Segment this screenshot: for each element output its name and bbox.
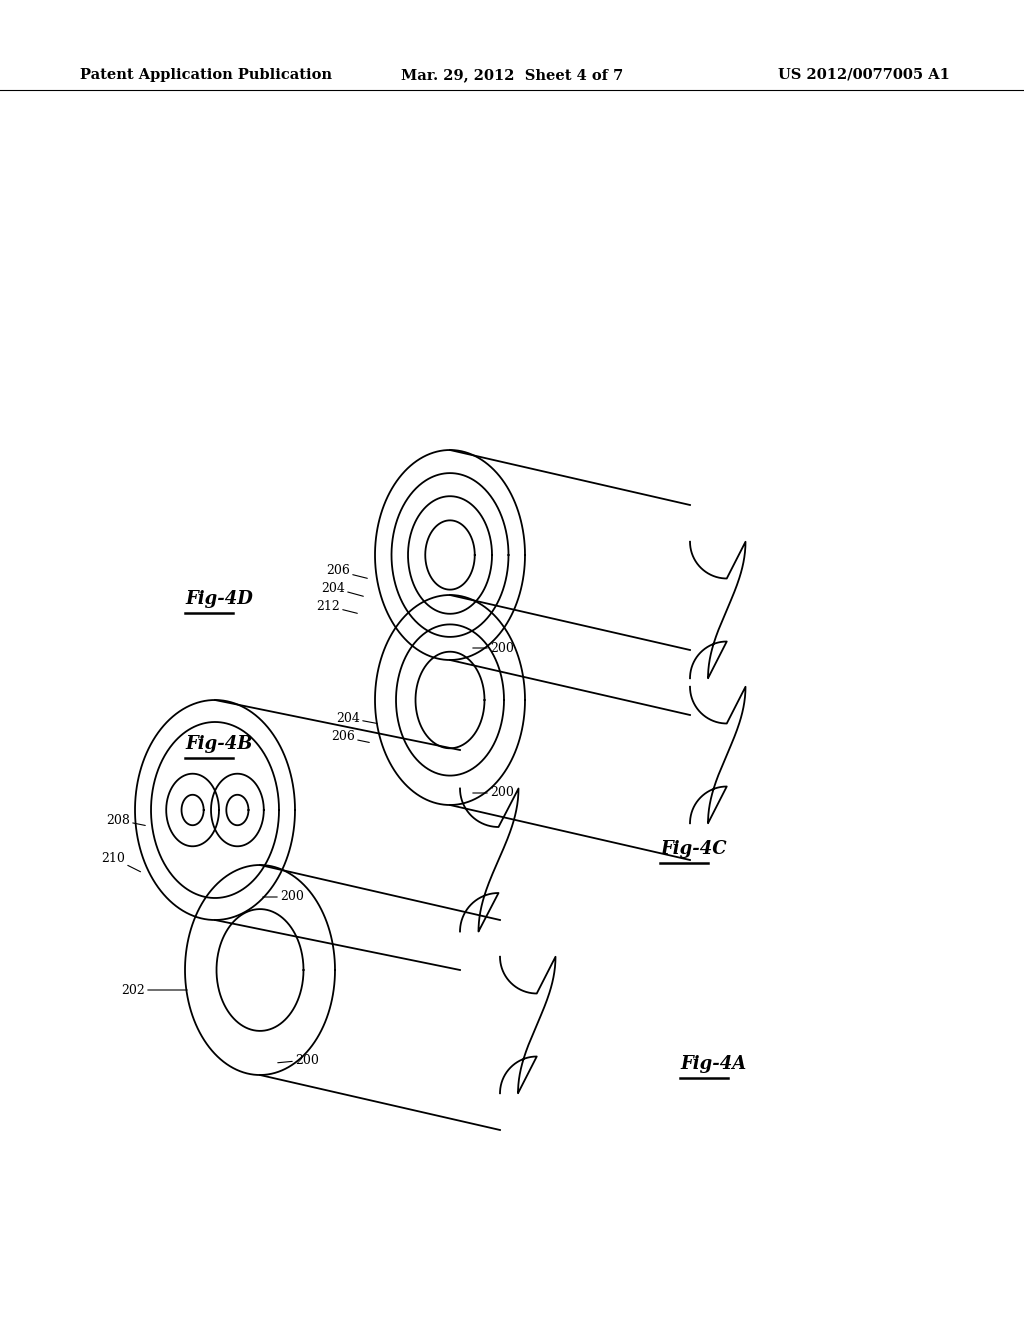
Text: Mar. 29, 2012  Sheet 4 of 7: Mar. 29, 2012 Sheet 4 of 7 — [400, 69, 624, 82]
Text: 206: 206 — [331, 730, 370, 743]
Text: 212: 212 — [316, 599, 357, 614]
Text: Fig-4C: Fig-4C — [660, 840, 727, 858]
Text: Fig-4D: Fig-4D — [185, 590, 253, 609]
Text: Patent Application Publication: Patent Application Publication — [80, 69, 332, 82]
Text: 204: 204 — [336, 711, 377, 725]
Text: 200: 200 — [263, 891, 304, 903]
Text: 208: 208 — [106, 813, 145, 826]
Text: 202: 202 — [121, 983, 187, 997]
Text: 204: 204 — [322, 582, 364, 597]
Text: 210: 210 — [101, 851, 140, 871]
Text: 200: 200 — [473, 642, 514, 655]
Text: Fig-4A: Fig-4A — [680, 1055, 746, 1073]
Text: US 2012/0077005 A1: US 2012/0077005 A1 — [778, 69, 950, 82]
Text: 200: 200 — [473, 787, 514, 800]
Text: 206: 206 — [326, 565, 368, 578]
Text: 200: 200 — [278, 1053, 318, 1067]
Text: Fig-4B: Fig-4B — [185, 735, 253, 752]
